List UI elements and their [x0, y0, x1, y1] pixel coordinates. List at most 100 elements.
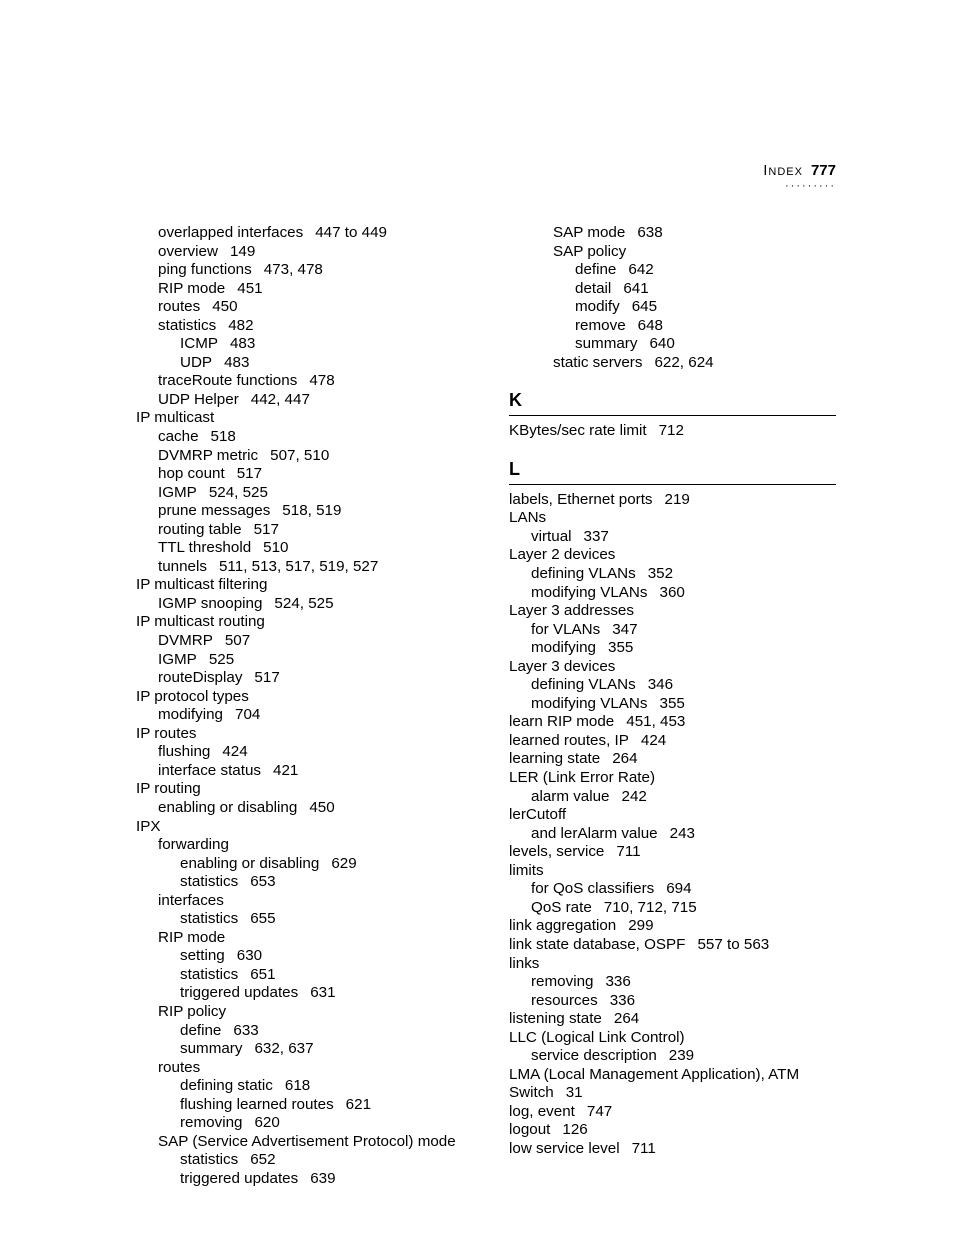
- index-entry-pages: 478: [309, 372, 334, 389]
- index-entry: removing620: [136, 1114, 463, 1133]
- index-entry-pages: 621: [346, 1096, 371, 1113]
- index-entry-text: flushing learned routes: [180, 1096, 334, 1113]
- index-entry: limits: [509, 862, 836, 881]
- index-entry-text: static servers: [553, 354, 642, 371]
- index-entry-text: learned routes, IP: [509, 732, 629, 749]
- index-entry-pages: 421: [273, 762, 298, 779]
- index-entry-text: IPX: [136, 818, 160, 835]
- index-entry-pages: 642: [628, 261, 653, 278]
- index-entry: statistics655: [136, 910, 463, 929]
- index-entry: low service level711: [509, 1140, 836, 1159]
- index-entry-pages: 483: [230, 335, 255, 352]
- index-entry-pages: 694: [666, 880, 691, 897]
- index-entry: SAP mode638: [509, 224, 836, 243]
- index-entry-text: modifying: [531, 639, 596, 656]
- index-entry-pages: 31: [566, 1084, 583, 1101]
- index-entry: prune messages518, 519: [136, 502, 463, 521]
- index-entry: overview149: [136, 243, 463, 262]
- index-entry: triggered updates 639: [136, 1170, 463, 1189]
- index-entry-text: interface status: [158, 762, 261, 779]
- index-entry-pages: 645: [632, 298, 657, 315]
- index-entry-pages: 510: [263, 539, 288, 556]
- index-entry-pages: 633: [233, 1022, 258, 1039]
- index-entry: TTL threshold 510: [136, 539, 463, 558]
- index-column-left: overlapped interfaces447 to 449overview1…: [136, 224, 463, 1188]
- index-entry: forwarding: [136, 836, 463, 855]
- index-entry: KBytes/sec rate limit712: [509, 422, 836, 441]
- index-entry-pages: 651: [250, 966, 275, 983]
- index-entry-pages: 264: [612, 750, 637, 767]
- header-page-number: 777: [811, 162, 836, 179]
- index-entry: define633: [136, 1022, 463, 1041]
- index-entry: tunnels511, 513, 517, 519, 527: [136, 558, 463, 577]
- index-entry-text: routes: [158, 1059, 200, 1076]
- index-entry: interfaces: [136, 892, 463, 911]
- index-entry-pages: 336: [610, 992, 635, 1009]
- index-entry-text: DVMRP: [158, 632, 213, 649]
- index-entry: define642: [509, 261, 836, 280]
- index-entry-text: TTL threshold: [158, 539, 251, 556]
- index-entry-pages: 347: [612, 621, 637, 638]
- index-entry: listening state264: [509, 1010, 836, 1029]
- index-entry: defining VLANs346: [509, 676, 836, 695]
- index-entry-text: LANs: [509, 509, 546, 526]
- index-entry-text: links: [509, 955, 539, 972]
- index-entry: statistics482: [136, 317, 463, 336]
- index-entry-text: KBytes/sec rate limit: [509, 422, 647, 439]
- index-entry: lerCutoff: [509, 806, 836, 825]
- index-entry: detail641: [509, 280, 836, 299]
- index-entry-text: levels, service: [509, 843, 604, 860]
- index-entry: learn RIP mode451, 453: [509, 713, 836, 732]
- index-entry-text: RIP mode: [158, 929, 225, 946]
- index-entry-text: service description: [531, 1047, 657, 1064]
- index-entry-pages: 639: [310, 1170, 335, 1187]
- index-entry: and lerAlarm value243: [509, 825, 836, 844]
- index-entry: modify645: [509, 298, 836, 317]
- index-entry: triggered updates631: [136, 984, 463, 1003]
- index-entry-text: interfaces: [158, 892, 224, 909]
- index-entry-text: statistics: [180, 873, 238, 890]
- header-dots: ·····​····: [785, 180, 836, 192]
- index-column-right: SAP mode638SAP policydefine642detail641m…: [509, 224, 836, 1188]
- index-entry-text: link aggregation: [509, 917, 616, 934]
- section-letter: L: [509, 459, 836, 481]
- index-entry-text: modifying: [158, 706, 223, 723]
- index-entry: links: [509, 955, 836, 974]
- index-entry-pages: 638: [637, 224, 662, 241]
- index-entry-text: IGMP: [158, 651, 197, 668]
- index-entry-text: summary: [180, 1040, 242, 1057]
- index-entry: levels, service711: [509, 843, 836, 862]
- index-entry-text: routing table: [158, 521, 242, 538]
- index-entry-text: routeDisplay: [158, 669, 242, 686]
- index-entry-pages: 517: [237, 465, 262, 482]
- index-entry-pages: 264: [614, 1010, 639, 1027]
- index-entry-pages: 483: [224, 354, 249, 371]
- index-entry-text: flushing: [158, 743, 210, 760]
- index-entry: Layer 3 addresses: [509, 602, 836, 621]
- index-entry-text: enabling or disabling: [158, 799, 297, 816]
- index-entry: IP multicast routing: [136, 613, 463, 632]
- index-entry-pages: 337: [584, 528, 609, 545]
- index-entry: statistics651: [136, 966, 463, 985]
- index-entry-pages: 507: [225, 632, 250, 649]
- index-entry: hop count517: [136, 465, 463, 484]
- index-entry-text: triggered updates: [180, 984, 298, 1001]
- index-entry-pages: 747: [587, 1103, 612, 1120]
- index-entry-text: IP multicast: [136, 409, 214, 426]
- index-entry-text: prune messages: [158, 502, 270, 519]
- index-entry-pages: 653: [250, 873, 275, 890]
- index-entry-text: Layer 3 devices: [509, 658, 615, 675]
- index-entry-pages: 655: [250, 910, 275, 927]
- index-entry-text: ping functions: [158, 261, 252, 278]
- index-entry-pages: 518: [211, 428, 236, 445]
- index-entry-pages: 450: [309, 799, 334, 816]
- index-entry: Layer 2 devices: [509, 546, 836, 565]
- index-entry-pages: 517: [254, 669, 279, 686]
- index-entry-text: triggered updates: [180, 1170, 298, 1187]
- index-entry-text: IP multicast filtering: [136, 576, 267, 593]
- index-entry: QoS rate710, 712, 715: [509, 899, 836, 918]
- index-entry: labels, Ethernet ports219: [509, 491, 836, 510]
- index-entry: learning state264: [509, 750, 836, 769]
- index-entry-text: ICMP: [180, 335, 218, 352]
- index-entry: LER (Link Error Rate): [509, 769, 836, 788]
